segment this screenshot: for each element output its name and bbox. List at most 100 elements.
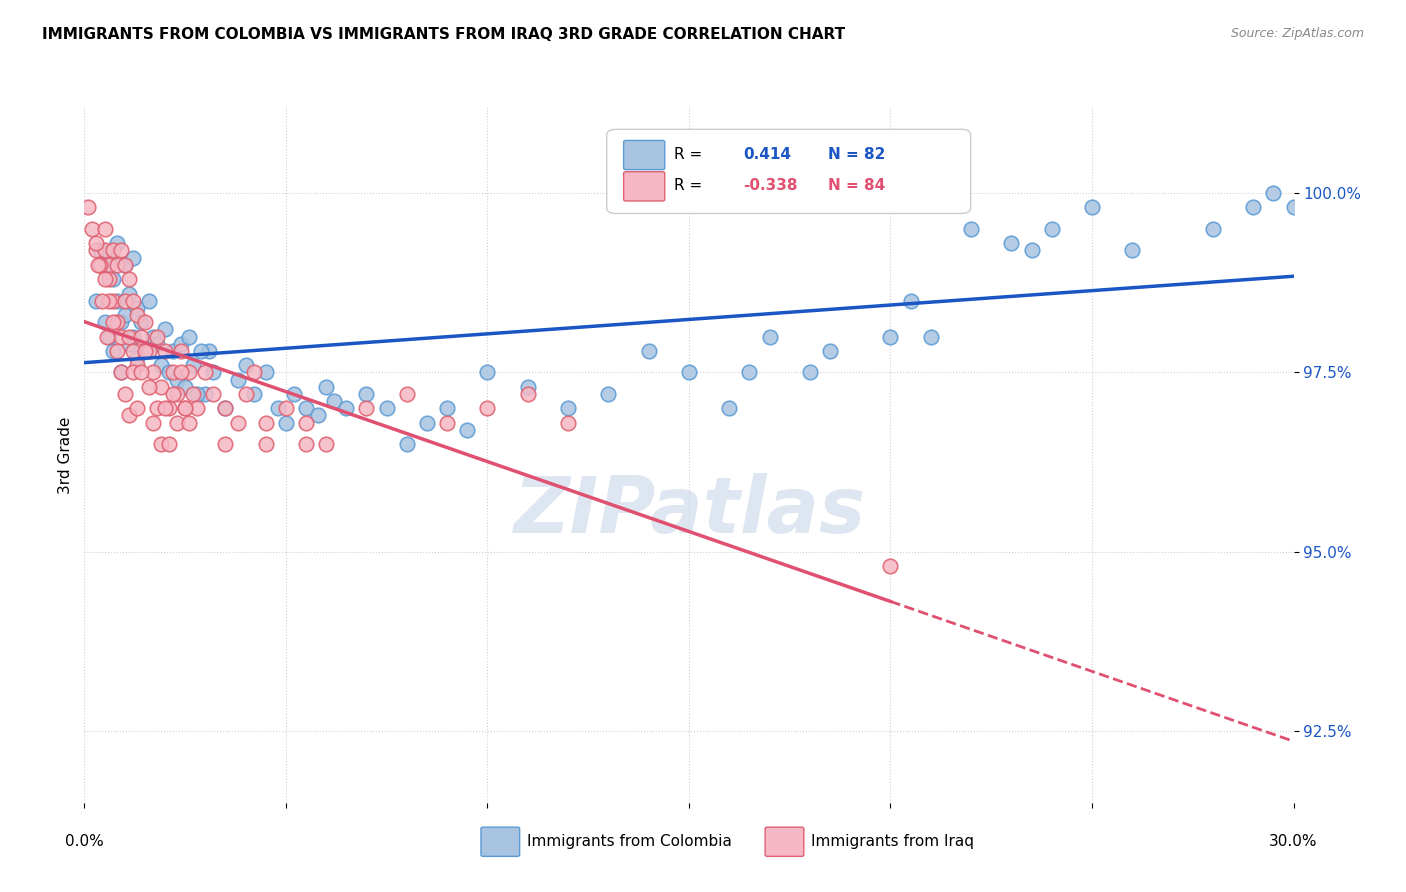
Text: Immigrants from Colombia: Immigrants from Colombia — [527, 834, 731, 849]
Point — [356, 387, 378, 401]
Point — [1282, 201, 1305, 215]
Point — [89, 244, 111, 258]
Point — [170, 343, 193, 358]
Point — [179, 366, 201, 380]
Text: 30.0%: 30.0% — [1270, 834, 1317, 849]
Point — [1021, 244, 1043, 258]
Point — [818, 343, 841, 358]
Text: -0.338: -0.338 — [744, 178, 797, 194]
Point — [97, 272, 120, 286]
Point — [920, 329, 942, 343]
Point — [110, 244, 132, 258]
Point — [101, 293, 124, 308]
Point — [125, 308, 148, 322]
Point — [96, 329, 118, 343]
Point — [97, 251, 120, 265]
Point — [86, 244, 108, 258]
Text: 0.414: 0.414 — [744, 147, 792, 161]
Point — [86, 293, 108, 308]
Point — [198, 343, 221, 358]
Point — [138, 380, 160, 394]
Point — [1263, 186, 1285, 200]
Point — [146, 401, 169, 416]
Point — [87, 258, 110, 272]
Point — [179, 329, 201, 343]
Point — [97, 258, 120, 272]
Point — [134, 343, 156, 358]
Point — [1241, 201, 1264, 215]
Text: N = 84: N = 84 — [828, 178, 886, 194]
Point — [242, 387, 264, 401]
Point — [121, 251, 143, 265]
Point — [114, 387, 136, 401]
Point — [93, 258, 115, 272]
Point — [718, 401, 741, 416]
Y-axis label: 3rd Grade: 3rd Grade — [58, 417, 73, 493]
Point — [267, 401, 290, 416]
Point — [166, 387, 188, 401]
Point — [235, 358, 257, 372]
Point — [134, 343, 156, 358]
Point — [295, 416, 318, 430]
Point — [356, 401, 378, 416]
Point — [118, 286, 141, 301]
Point — [335, 401, 357, 416]
Point — [110, 329, 132, 343]
Point — [142, 416, 165, 430]
Point — [162, 387, 184, 401]
Point — [138, 293, 160, 308]
Point — [738, 366, 761, 380]
Point — [174, 401, 197, 416]
Point — [283, 387, 305, 401]
Point — [307, 409, 329, 423]
Point — [254, 437, 277, 451]
Point — [202, 366, 225, 380]
Point — [637, 343, 659, 358]
Text: 0.0%: 0.0% — [65, 834, 104, 849]
Point — [118, 336, 141, 351]
Text: Immigrants from Iraq: Immigrants from Iraq — [811, 834, 974, 849]
Point — [315, 437, 337, 451]
Point — [174, 380, 197, 394]
Point — [395, 387, 418, 401]
Point — [242, 366, 264, 380]
Point — [323, 394, 346, 409]
Point — [157, 401, 180, 416]
Point — [477, 366, 499, 380]
Point — [93, 315, 115, 329]
Point — [477, 401, 499, 416]
Point — [153, 343, 176, 358]
Point — [557, 416, 579, 430]
Point — [214, 401, 236, 416]
Point — [110, 366, 132, 380]
Point — [101, 272, 124, 286]
Point — [202, 387, 225, 401]
Point — [149, 380, 172, 394]
Point — [214, 401, 236, 416]
Point — [179, 416, 201, 430]
Point — [97, 293, 120, 308]
Point — [226, 416, 249, 430]
Point — [295, 437, 318, 451]
Point — [1121, 244, 1143, 258]
Point — [194, 366, 217, 380]
Point — [149, 437, 172, 451]
Point — [226, 373, 249, 387]
Point — [375, 401, 398, 416]
Point — [235, 387, 257, 401]
Point — [456, 423, 478, 437]
Text: IMMIGRANTS FROM COLOMBIA VS IMMIGRANTS FROM IRAQ 3RD GRADE CORRELATION CHART: IMMIGRANTS FROM COLOMBIA VS IMMIGRANTS F… — [42, 27, 845, 42]
Text: Source: ZipAtlas.com: Source: ZipAtlas.com — [1230, 27, 1364, 40]
Point — [114, 258, 136, 272]
Point — [125, 301, 148, 315]
Point — [101, 343, 124, 358]
Point — [162, 366, 184, 380]
Point — [1202, 222, 1225, 236]
Point — [170, 366, 193, 380]
Point — [162, 343, 184, 358]
Point — [146, 329, 169, 343]
FancyBboxPatch shape — [624, 172, 665, 201]
Point — [89, 258, 111, 272]
Point — [89, 258, 111, 272]
Text: ZIPatlas: ZIPatlas — [513, 473, 865, 549]
